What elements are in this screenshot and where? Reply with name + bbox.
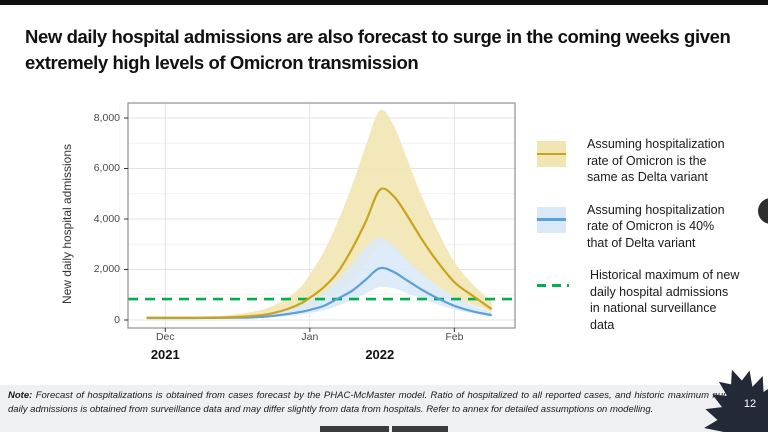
maple-leaf-icon bbox=[700, 366, 768, 432]
delta-forecast-line bbox=[146, 187, 493, 319]
chart-legend: Assuming hospitalization rate of Omicron… bbox=[537, 136, 755, 349]
scrubber-segment-left[interactable] bbox=[320, 426, 389, 432]
scrubber-segment-right[interactable] bbox=[392, 426, 448, 432]
year-label: 2021 bbox=[150, 347, 180, 362]
y-tick-label: 0 bbox=[114, 313, 120, 326]
legend-item-delta-rate: Assuming hospitalization rate of Omicron… bbox=[537, 136, 755, 186]
y-tick-label: 2,000 bbox=[93, 263, 120, 276]
top-bar bbox=[0, 0, 768, 5]
page-number: 12 bbox=[743, 398, 757, 410]
legend-key-delta-band bbox=[537, 141, 566, 167]
footnote-bar: Note: Forecast of hospitalizations is ob… bbox=[0, 385, 768, 432]
y-tick-label: 8,000 bbox=[93, 111, 120, 124]
forecast-chart bbox=[119, 102, 516, 332]
footnote-body: Forecast of hospitalizations is obtained… bbox=[8, 390, 756, 415]
legend-key-delta-line bbox=[537, 152, 566, 156]
y-tick-label: 6,000 bbox=[93, 162, 120, 175]
legend-item-40pct-rate: Assuming hospitalization rate of Omicron… bbox=[537, 202, 755, 252]
footnote-label: Note: bbox=[8, 390, 33, 401]
overlay-edge-button[interactable] bbox=[758, 198, 768, 224]
y-tick-label: 4,000 bbox=[93, 212, 120, 225]
panel-border bbox=[127, 102, 516, 329]
legend-key-40pct-line bbox=[537, 218, 566, 221]
legend-item-historical-max: Historical maximum of new daily hospital… bbox=[537, 267, 755, 333]
delta-confidence-band bbox=[146, 109, 492, 319]
legend-label: Assuming hospitalization rate of Omicron… bbox=[587, 202, 725, 250]
omicron40-confidence-band bbox=[146, 237, 492, 319]
year-label: 2022 bbox=[365, 347, 395, 362]
legend-key-40pct-band bbox=[537, 206, 566, 233]
legend-label: Historical maximum of new daily hospital… bbox=[590, 268, 740, 332]
y-axis-title: New daily hospital admissions bbox=[60, 143, 74, 305]
footnote-text: Note: Forecast of hospitalizations is ob… bbox=[8, 389, 756, 416]
legend-label: Assuming hospitalization rate of Omicron… bbox=[587, 137, 725, 184]
slide-title: New daily hospital admissions are also f… bbox=[25, 26, 731, 74]
legend-key-dashed-line bbox=[537, 284, 569, 287]
